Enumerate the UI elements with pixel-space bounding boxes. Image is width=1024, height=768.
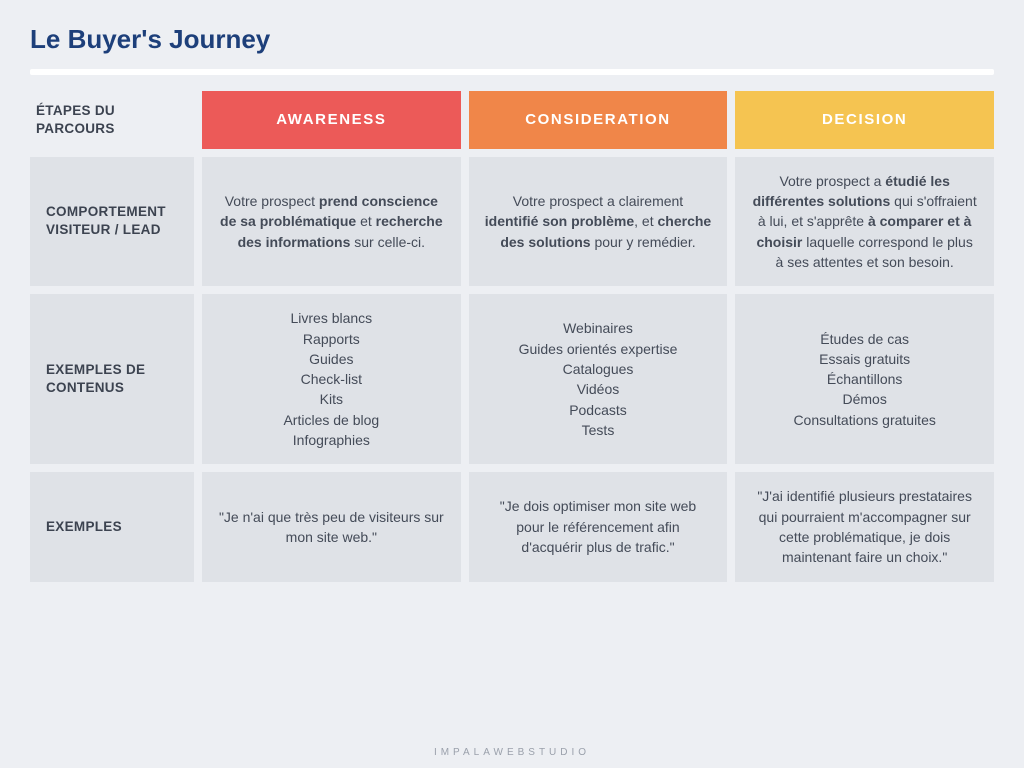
text-segment: , et [634,213,657,229]
row-header: COMPORTEMENT VISITEUR / LEAD [30,157,194,286]
corner-label: ÉTAPES DU PARCOURS [30,91,194,149]
journey-table: ÉTAPES DU PARCOURSAWARENESSCONSIDERATION… [30,91,994,582]
cell-paragraph: Votre prospect prend conscience de sa pr… [218,191,445,252]
stage-header-awareness: AWARENESS [202,91,461,149]
table-cell: Études de casEssais gratuitsÉchantillons… [735,294,994,464]
list-item: Échantillons [827,369,903,389]
page-title: Le Buyer's Journey [30,24,994,55]
stage-header-consideration: CONSIDERATION [469,91,728,149]
list-item: Guides orientés expertise [519,339,678,359]
list-item: Guides [309,349,353,369]
text-segment: Votre prospect a [779,173,885,189]
stage-header-decision: DECISION [735,91,994,149]
text-segment: et [356,213,375,229]
list-item: Infographies [293,430,370,450]
text-segment: identifié son problème [485,213,634,229]
text-segment: Votre prospect a clairement [513,193,683,209]
footer-brand: IMPALAWEBSTUDIO [0,747,1024,758]
list-item: Études de cas [820,329,909,349]
list-item: Podcasts [569,400,627,420]
list-item: Essais gratuits [819,349,910,369]
list-item: Consultations gratuites [793,410,935,430]
title-divider [30,69,994,75]
quote-text: "Je dois optimiser mon site web pour le … [485,496,712,557]
quote-text: "Je n'ai que très peu de visiteurs sur m… [218,507,445,548]
cell-paragraph: Votre prospect a étudié les différentes … [751,171,978,272]
cell-paragraph: Votre prospect a clairement identifié so… [485,191,712,252]
table-cell: Votre prospect a clairement identifié so… [469,157,728,286]
text-segment: Votre prospect [225,193,319,209]
list-item: Tests [582,420,615,440]
table-cell: WebinairesGuides orientés expertiseCatal… [469,294,728,464]
row-header: EXEMPLES DE CONTENUS [30,294,194,464]
list-item: Livres blancs [290,308,372,328]
table-cell: Votre prospect prend conscience de sa pr… [202,157,461,286]
table-cell: "Je n'ai que très peu de visiteurs sur m… [202,472,461,581]
table-cell: Livres blancsRapportsGuidesCheck-listKit… [202,294,461,464]
table-cell: "Je dois optimiser mon site web pour le … [469,472,728,581]
list-item: Webinaires [563,318,633,338]
list-item: Kits [320,389,343,409]
list-item: Catalogues [563,359,634,379]
text-segment: sur celle-ci. [350,234,425,250]
text-segment: laquelle correspond le plus à ses attent… [776,234,973,270]
list-item: Articles de blog [283,410,379,430]
text-segment: pour y remédier. [591,234,696,250]
list-item: Rapports [303,329,360,349]
table-cell: "J'ai identifié plusieurs prestataires q… [735,472,994,581]
quote-text: "J'ai identifié plusieurs prestataires q… [751,486,978,567]
row-header: EXEMPLES [30,472,194,581]
list-item: Check-list [301,369,362,389]
list-item: Vidéos [577,379,620,399]
table-cell: Votre prospect a étudié les différentes … [735,157,994,286]
list-item: Démos [842,389,886,409]
